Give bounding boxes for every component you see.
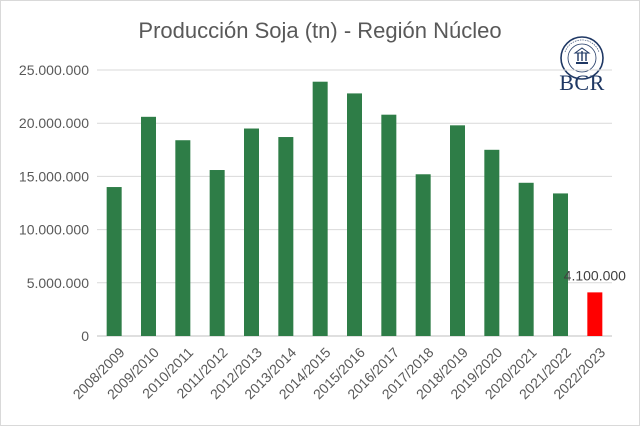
bar-2011-2012 — [209, 170, 225, 336]
bar-2012-2013 — [244, 128, 259, 336]
bar-2008-2009 — [106, 187, 122, 336]
bar-2013-2014 — [278, 137, 294, 336]
bar-2019-2020 — [484, 149, 500, 336]
bar-2020-2021 — [518, 182, 534, 336]
y-tick-label: 0 — [81, 328, 89, 344]
y-tick-label: 20.000.000 — [19, 115, 89, 131]
y-tick-label: 25.000.000 — [19, 62, 89, 78]
bar-2015-2016 — [347, 93, 362, 337]
bar-2018-2019 — [450, 125, 465, 336]
bcr-seal-icon — [560, 36, 604, 80]
bar-2022-2023 — [587, 292, 603, 336]
chart-title: Producción Soja (tn) - Región Núcleo — [138, 18, 502, 43]
bar-2016-2017 — [381, 114, 397, 336]
bar-2014-2015 — [312, 81, 328, 336]
y-tick-label: 10.000.000 — [19, 222, 89, 238]
bar-2010-2011 — [175, 140, 191, 336]
bar-2009-2010 — [141, 116, 156, 336]
y-tick-label: 15.000.000 — [19, 168, 89, 184]
bar-2021-2022 — [553, 193, 568, 336]
bar-2017-2018 — [415, 174, 431, 336]
y-tick-label: 5.000.000 — [27, 275, 89, 291]
bcr-logo-text: BCR — [559, 70, 605, 95]
data-label: 4.100.000 — [564, 267, 626, 283]
